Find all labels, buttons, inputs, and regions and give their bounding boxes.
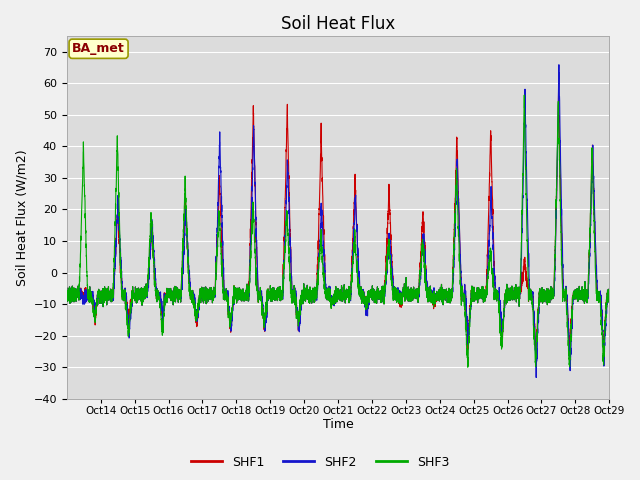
SHF2 xyxy=(527,288,535,293)
Line: SHF1: SHF1 xyxy=(67,92,609,358)
SHF2 xyxy=(487,200,495,205)
SHF1 xyxy=(63,285,70,291)
SHF2 xyxy=(605,295,613,301)
SHF2 xyxy=(63,285,70,291)
SHF1 xyxy=(358,287,366,293)
SHF3 xyxy=(63,285,70,291)
SHF1 xyxy=(555,89,563,95)
SHF1 xyxy=(487,128,495,134)
X-axis label: Time: Time xyxy=(323,419,353,432)
SHF1 xyxy=(387,240,395,246)
Line: SHF3: SHF3 xyxy=(67,95,609,367)
SHF3 xyxy=(514,291,522,297)
SHF3 xyxy=(487,258,495,264)
SHF1 xyxy=(605,295,613,301)
SHF3 xyxy=(520,92,528,98)
SHF3 xyxy=(528,295,536,300)
Y-axis label: Soil Heat Flux (W/m2): Soil Heat Flux (W/m2) xyxy=(15,149,28,286)
SHF3 xyxy=(358,287,366,293)
SHF1 xyxy=(513,294,521,300)
SHF3 xyxy=(175,287,183,293)
SHF2 xyxy=(175,287,183,293)
SHF3 xyxy=(387,271,395,276)
SHF2 xyxy=(358,287,366,293)
Title: Soil Heat Flux: Soil Heat Flux xyxy=(281,15,395,33)
SHF1 xyxy=(600,355,607,360)
SHF2 xyxy=(532,374,540,380)
SHF1 xyxy=(175,287,183,293)
Text: BA_met: BA_met xyxy=(72,42,125,55)
SHF1 xyxy=(527,288,535,293)
SHF3 xyxy=(605,295,613,301)
SHF2 xyxy=(555,62,563,68)
SHF3 xyxy=(464,364,472,370)
SHF2 xyxy=(387,257,395,263)
Line: SHF2: SHF2 xyxy=(67,65,609,377)
SHF2 xyxy=(513,294,521,300)
Legend: SHF1, SHF2, SHF3: SHF1, SHF2, SHF3 xyxy=(186,451,454,474)
